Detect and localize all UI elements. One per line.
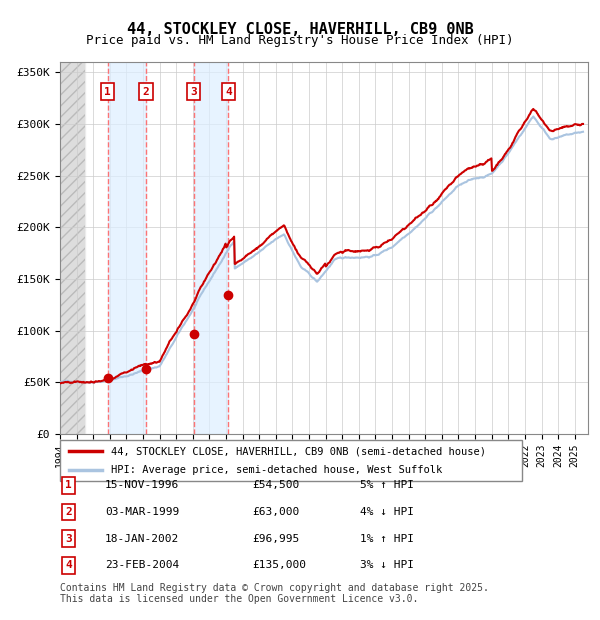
Text: 4% ↓ HPI: 4% ↓ HPI: [360, 507, 414, 517]
Text: 15-NOV-1996: 15-NOV-1996: [105, 480, 179, 490]
Text: 1% ↑ HPI: 1% ↑ HPI: [360, 534, 414, 544]
Text: 2: 2: [65, 507, 72, 517]
Text: 18-JAN-2002: 18-JAN-2002: [105, 534, 179, 544]
Text: HPI: Average price, semi-detached house, West Suffolk: HPI: Average price, semi-detached house,…: [111, 466, 442, 476]
Text: £54,500: £54,500: [252, 480, 299, 490]
Text: 44, STOCKLEY CLOSE, HAVERHILL, CB9 0NB: 44, STOCKLEY CLOSE, HAVERHILL, CB9 0NB: [127, 22, 473, 37]
Bar: [60, 62, 85, 434]
Text: 1: 1: [104, 87, 111, 97]
Text: 2: 2: [142, 87, 149, 97]
Text: Price paid vs. HM Land Registry's House Price Index (HPI): Price paid vs. HM Land Registry's House …: [86, 34, 514, 47]
Text: 3: 3: [65, 534, 72, 544]
FancyBboxPatch shape: [60, 440, 522, 480]
Text: 44, STOCKLEY CLOSE, HAVERHILL, CB9 0NB (semi-detached house): 44, STOCKLEY CLOSE, HAVERHILL, CB9 0NB (…: [111, 446, 486, 456]
Bar: [60, 62, 85, 434]
Text: 5% ↑ HPI: 5% ↑ HPI: [360, 480, 414, 490]
Text: Contains HM Land Registry data © Crown copyright and database right 2025.
This d: Contains HM Land Registry data © Crown c…: [60, 583, 489, 604]
Text: 23-FEB-2004: 23-FEB-2004: [105, 560, 179, 570]
Text: 4: 4: [225, 87, 232, 97]
Bar: [108, 62, 146, 434]
Text: 4: 4: [65, 560, 72, 570]
Text: £63,000: £63,000: [252, 507, 299, 517]
Text: 3% ↓ HPI: 3% ↓ HPI: [360, 560, 414, 570]
Text: £135,000: £135,000: [252, 560, 306, 570]
Bar: [194, 62, 229, 434]
Text: 1: 1: [65, 480, 72, 490]
Text: 03-MAR-1999: 03-MAR-1999: [105, 507, 179, 517]
Text: 3: 3: [190, 87, 197, 97]
Text: £96,995: £96,995: [252, 534, 299, 544]
